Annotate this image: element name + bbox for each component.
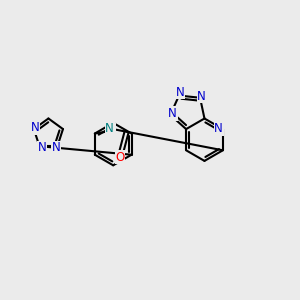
Text: N: N [52,141,60,154]
Text: H: H [108,123,116,133]
Text: N: N [168,107,177,120]
Text: N: N [31,121,40,134]
Text: N: N [105,122,114,135]
Text: O: O [115,151,124,164]
Text: N: N [38,141,46,154]
Text: N: N [176,85,185,98]
Text: N: N [214,122,223,135]
Text: N: N [197,90,206,103]
